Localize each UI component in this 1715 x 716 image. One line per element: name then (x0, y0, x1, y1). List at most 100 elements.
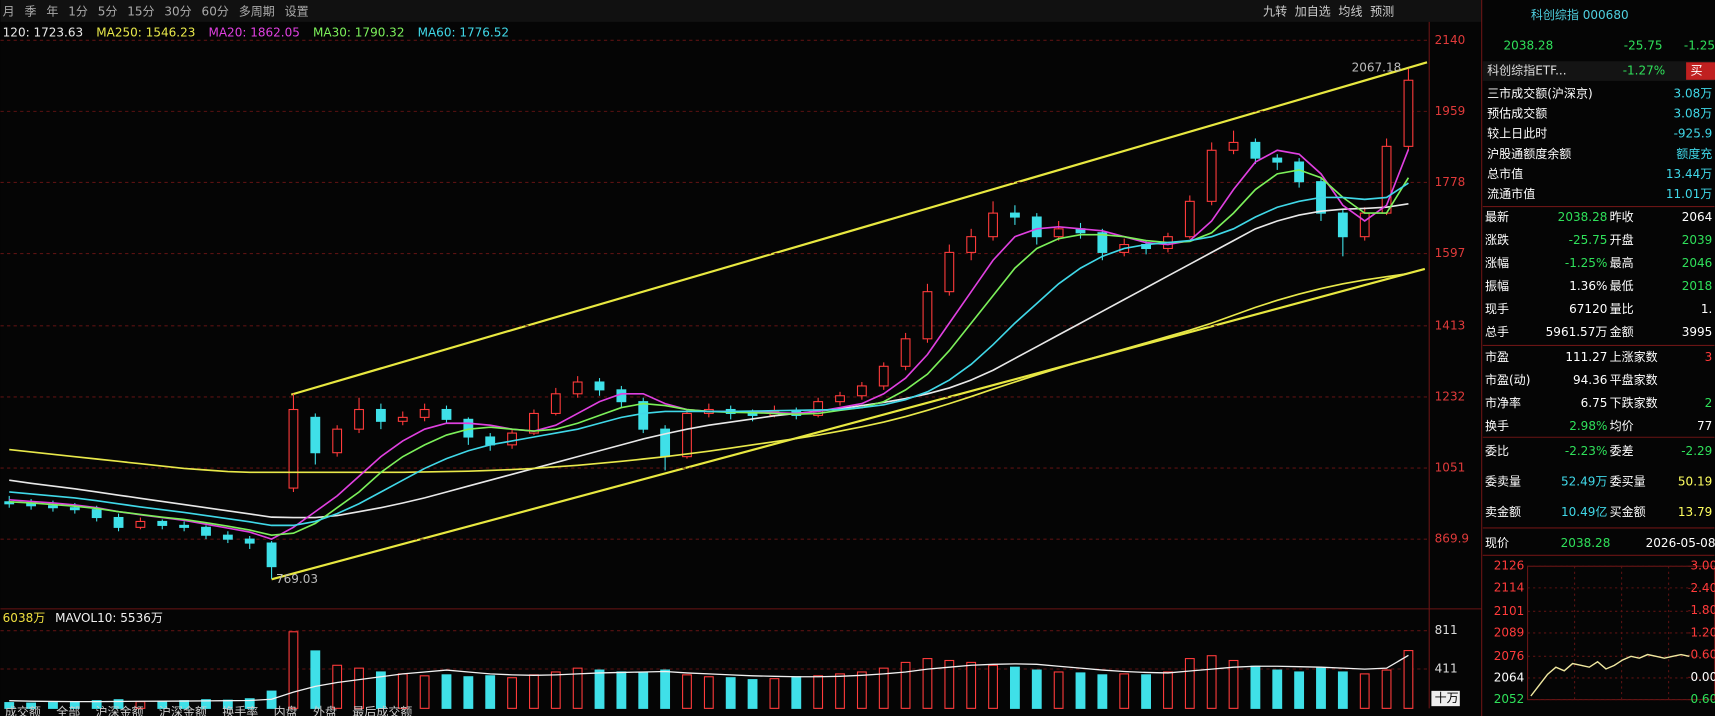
volume-bar (375, 671, 386, 709)
trend-line (271, 267, 1426, 581)
volume-bar (1075, 672, 1086, 709)
toolbar-item[interactable]: 月 (3, 5, 15, 19)
volume-label: 6038万 (3, 611, 46, 625)
low-annotation: 769.03 (276, 572, 318, 586)
toolbar-item[interactable]: 加自选 (1295, 5, 1331, 19)
stat-label: 换手 (1485, 419, 1509, 433)
stat-value: 2.98% (1569, 419, 1607, 433)
volume-bar (201, 699, 211, 709)
volume-bar (1359, 673, 1370, 709)
candle-body (1337, 212, 1348, 238)
candle-body (572, 381, 583, 395)
etf-row (1482, 61, 1715, 81)
y2-tick-label: 0.60% (1690, 692, 1715, 706)
intraday-line (1530, 653, 1690, 697)
legend-entry: 120: 1723.63 (3, 25, 84, 39)
toolbar-item[interactable]: 均线 (1338, 5, 1362, 19)
stat-value: -2.23% (1565, 444, 1608, 458)
stat-value: 2039 (1682, 233, 1713, 247)
y-tick-label: 811 (1435, 623, 1458, 637)
toolbar-item[interactable]: 5分 (98, 5, 118, 19)
candle-body (878, 365, 889, 387)
tab[interactable]: 全部 (56, 704, 80, 716)
volume-unit: 十万 (1435, 691, 1459, 705)
volume-bar (1031, 669, 1042, 709)
toolbar-item[interactable]: 多周期 (239, 5, 275, 19)
tab[interactable]: 沪深金额 (96, 704, 144, 716)
volume-bar (813, 675, 824, 709)
stat-label: 委比 (1485, 444, 1509, 458)
stat-label: 涨幅 (1485, 255, 1509, 270)
ma-line (9, 182, 1409, 527)
stat-label: 开盘 (1610, 232, 1634, 247)
stat-value: 2018 (1682, 279, 1713, 293)
volume-bar (1272, 669, 1283, 709)
buy-button[interactable] (1686, 62, 1715, 80)
y-tick-label: 1778 (1435, 175, 1466, 189)
tab[interactable]: 外盘 (313, 704, 337, 716)
toolbar-item[interactable]: 季 (25, 5, 37, 19)
volume-bar (91, 700, 102, 709)
tab[interactable]: 内盘 (274, 704, 298, 716)
volume-bar (878, 667, 889, 709)
tab[interactable]: 换手率 (222, 704, 258, 716)
stat-label: 买金额 (1610, 504, 1646, 519)
candle-body (354, 408, 364, 430)
toolbar-item[interactable]: 30分 (164, 5, 191, 19)
candle-body (244, 538, 255, 544)
volume-bar (682, 674, 692, 709)
volume-bar (1184, 658, 1195, 709)
summary-label: 总市值 (1487, 166, 1523, 181)
y2-tick-label: 0.00% (1690, 670, 1715, 684)
candle-body (48, 505, 58, 509)
trend-line (290, 61, 1428, 396)
y2-tick-label: 3.00% (1690, 559, 1715, 573)
toolbar-item[interactable]: 1分 (68, 5, 88, 19)
stat-label: 市盈(动) (1485, 372, 1530, 387)
now-label: 现价 (1485, 536, 1509, 550)
y-tick-label: 2126 (1494, 559, 1525, 573)
toolbar-item[interactable]: 年 (46, 5, 58, 19)
etf-pct: -1.27% (1623, 64, 1666, 78)
stat-label: 委买量 (1610, 475, 1646, 489)
stat-value: 2064 (1682, 210, 1713, 224)
y-tick-label: 2101 (1494, 604, 1525, 618)
quote-pct: -1.25 (1684, 38, 1715, 52)
y-tick-label: 411 (1435, 662, 1458, 676)
candle-body (747, 412, 758, 416)
legend-entry: MA30: 1790.32 (313, 25, 404, 39)
stat-value: 5961.57万 (1546, 325, 1608, 339)
stat-value: 10.49亿 (1561, 504, 1607, 519)
volume-bar (1206, 655, 1217, 709)
candle-body (813, 401, 824, 416)
toolbar-item[interactable]: 60分 (202, 5, 229, 19)
tab[interactable]: 沪深金额 (159, 704, 207, 716)
stat-label: 最新 (1485, 209, 1509, 224)
y-tick-label: 2052 (1494, 692, 1525, 706)
toolbar-item[interactable]: 设置 (285, 5, 309, 19)
toolbar-item[interactable]: 预测 (1370, 5, 1394, 19)
toolbar-item[interactable]: 15分 (127, 5, 154, 19)
etf-name[interactable]: 科创综指ETF... (1487, 63, 1566, 78)
toolbar-item[interactable]: 九转 (1263, 4, 1287, 19)
unit-box (1431, 690, 1460, 707)
toolbar-bg (0, 0, 1482, 22)
buy-label[interactable]: 买 (1690, 64, 1702, 78)
volume-bar (1403, 650, 1414, 709)
y-tick-label: 1597 (1435, 246, 1466, 260)
volume-bar (835, 673, 845, 709)
volume-bar (572, 667, 583, 709)
tab[interactable]: 成交额 (5, 704, 41, 716)
candle-body (288, 408, 299, 489)
y-tick-label: 2064 (1494, 670, 1525, 684)
y-tick-label: 1051 (1435, 461, 1466, 475)
y-tick-label: 1959 (1435, 104, 1466, 118)
stat-label: 最高 (1610, 255, 1634, 270)
tab[interactable]: 最后成交额 (352, 704, 412, 716)
y-tick-label: 1413 (1435, 318, 1466, 332)
volume-bar (1337, 671, 1348, 709)
y2-tick-label: 0.60% (1690, 648, 1715, 662)
volume-bar (638, 672, 649, 709)
summary-value: 3.08万 (1674, 107, 1713, 121)
stat-label: 量比 (1610, 302, 1634, 316)
